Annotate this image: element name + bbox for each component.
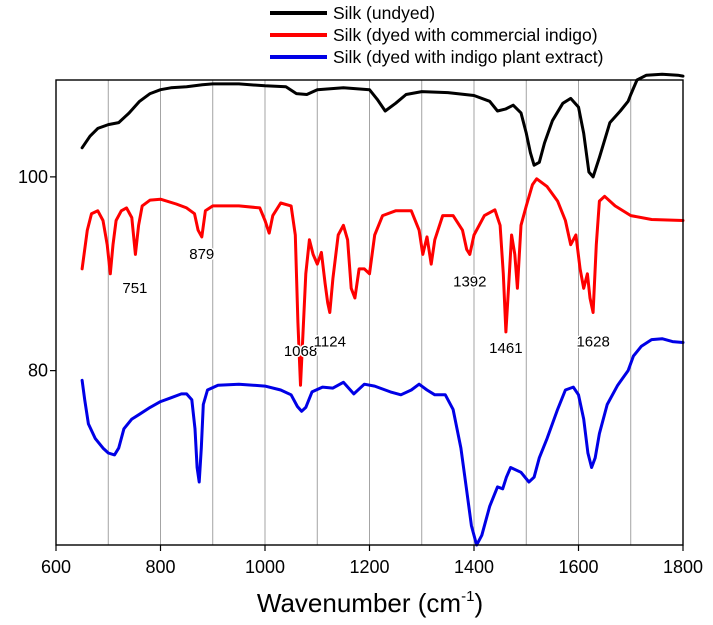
tick-labels: 600 800 1000 1200 1400 1600 1800 80 100 bbox=[18, 167, 703, 577]
legend-item-undyed: Silk (undyed) bbox=[270, 2, 435, 24]
series-line-1 bbox=[80, 177, 685, 387]
peak-label-1068: 1068 bbox=[284, 343, 317, 360]
series-line-2 bbox=[80, 337, 685, 547]
x-tick-label-1600: 1600 bbox=[558, 557, 598, 577]
x-tick-label-800: 800 bbox=[145, 557, 175, 577]
peak-label-1628: 1628 bbox=[576, 333, 609, 350]
x-axis-label: Wavenumber (cm-1) bbox=[257, 588, 483, 618]
series-line-0 bbox=[80, 72, 685, 179]
peak-label-1392: 1392 bbox=[453, 273, 486, 290]
peak-label-751: 751 bbox=[122, 280, 147, 297]
x-tick-label-1000: 1000 bbox=[245, 557, 285, 577]
peak-label-1461: 1461 bbox=[489, 340, 522, 357]
legend-label: Silk (dyed with indigo plant extract) bbox=[333, 46, 604, 67]
y-tick-label-100: 100 bbox=[18, 167, 48, 187]
x-tick-label-600: 600 bbox=[41, 557, 71, 577]
series-lines bbox=[80, 72, 685, 547]
grid-lines bbox=[107, 80, 632, 545]
peak-label-1124: 1124 bbox=[314, 333, 346, 350]
x-tick-label-1800: 1800 bbox=[663, 557, 703, 577]
legend-swatch bbox=[270, 33, 327, 37]
legend-swatch bbox=[270, 11, 327, 15]
legend-label: Silk (dyed with commercial indigo) bbox=[333, 24, 598, 45]
peak-label-879: 879 bbox=[189, 246, 214, 263]
x-tick-label-1200: 1200 bbox=[349, 557, 389, 577]
legend-item-commercial-indigo: Silk (dyed with commercial indigo) bbox=[270, 24, 598, 46]
legend-label: Silk (undyed) bbox=[333, 2, 436, 23]
y-tick-label-80: 80 bbox=[28, 361, 48, 381]
legend-swatch bbox=[270, 55, 327, 59]
x-tick-label-1400: 1400 bbox=[454, 557, 494, 577]
tick-marks bbox=[50, 176, 684, 551]
legend-item-plant-extract: Silk (dyed with indigo plant extract) bbox=[270, 46, 603, 68]
